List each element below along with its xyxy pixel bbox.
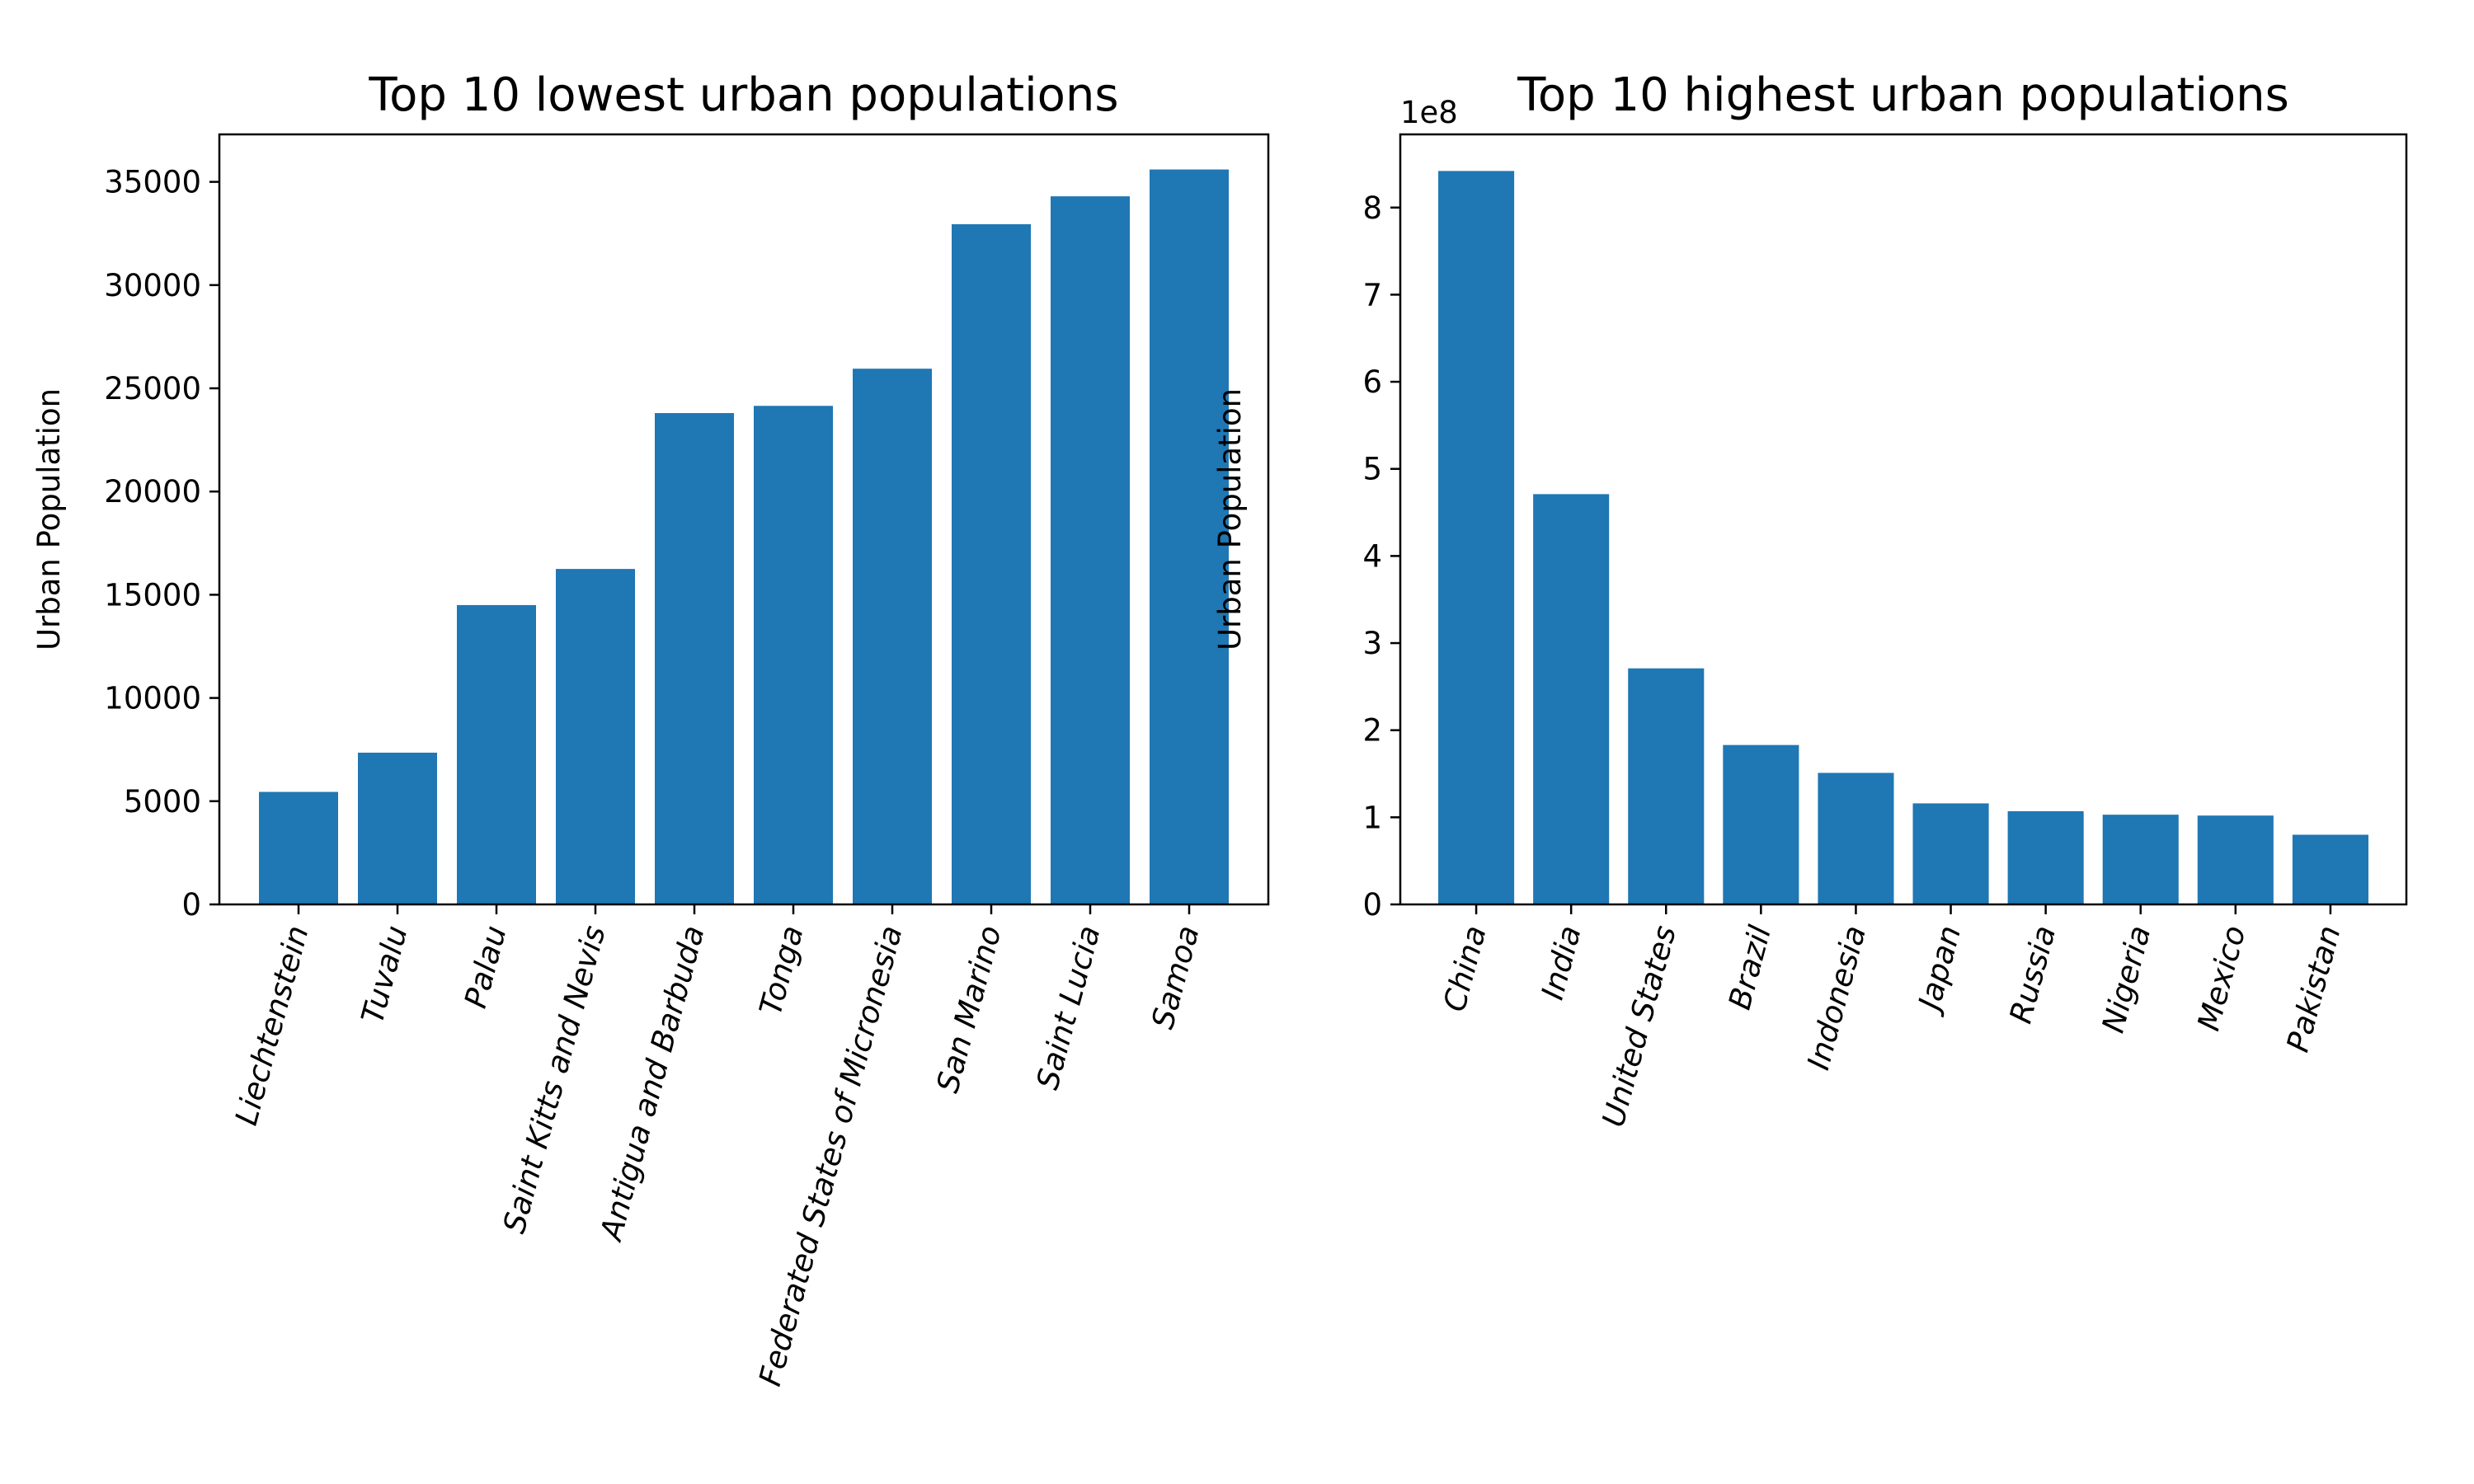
y-tick-label: 8 [1362,190,1382,226]
bar-india [1533,494,1610,904]
x-tick-label: Palau [458,922,514,1012]
y-axis-label: Urban Population [1212,388,1248,650]
y-tick-label: 5 [1362,452,1382,487]
y-tick-label: 0 [181,887,201,923]
x-tick-label: Mexico [2190,922,2252,1035]
bar-liechtenstein [259,791,338,904]
x-tick-label: Liechtenstein [228,922,316,1129]
bar-san-marino [952,223,1031,904]
y-tick-label: 6 [1362,364,1382,400]
y-tick-label: 2 [1362,713,1382,749]
bar-japan [1912,803,1989,904]
bar-saint-kitts-and-nevis [556,569,635,904]
x-tick-label: San Marino [929,922,1008,1097]
y-tick-label: 7 [1362,277,1382,312]
chart-lowest: 0 5000 10000 15000 20000 25000 30000 35000 Liech… [31,68,1270,1390]
y-tick-label: 1 [1362,800,1382,835]
bar-samoa [1150,169,1229,904]
y-tick-label: 3 [1362,626,1382,661]
x-tick-label: India [1535,922,1588,1003]
chart-title: Top 10 lowest urban populations [368,68,1118,122]
bar-pakistan [2292,834,2368,904]
bar-tuvalu [358,752,437,904]
bar-nigeria [2102,815,2179,904]
y-tick-label: 4 [1362,538,1382,574]
chart-highest: 0 1 2 3 4 5 6 7 8 China India United States Brazil In… [1212,68,2408,1130]
y-tick-label: 15000 [104,577,201,613]
x-tick-label: China [1437,922,1493,1015]
x-tick-label: Nigeria [2095,922,2158,1036]
x-tick-label: Samoa [1145,922,1206,1032]
bar-palau [457,604,536,904]
bar-antigua-and-barbuda [655,413,734,904]
y-tick-label: 25000 [104,371,201,406]
axes-frame [218,133,1270,906]
bar-indonesia [1818,773,1894,904]
y-tick-label: 20000 [104,474,201,510]
bar-mexico [2197,815,2274,904]
x-tick-label: United States [1596,922,1683,1130]
y-axis-offset-label: 1e8 [1400,95,1458,130]
chart-title: Top 10 highest urban populations [1517,68,2289,122]
x-tick-label: Japan [1910,922,1968,1019]
y-tick-label: 10000 [104,681,201,716]
x-tick-label: Russia [2003,922,2063,1027]
x-tick-label: Tonga [753,922,811,1019]
bar-china [1438,171,1515,904]
y-tick-label: 35000 [104,165,201,200]
x-tick-label: Pakistan [2280,922,2348,1055]
bar-russia [2007,810,2084,904]
bar-federated-states-of-micronesia [853,369,932,905]
x-tick-label: Saint Kitts and Nevis [496,922,613,1237]
x-tick-label: Indonesia [1800,922,1873,1073]
x-tick-label: Brazil [1722,922,1778,1014]
axes-frame [1399,133,2408,906]
y-tick-label: 5000 [124,784,201,819]
x-tick-label: Saint Lucia [1029,922,1107,1093]
y-tick-label: 0 [1362,887,1382,923]
bar-tonga [754,406,833,904]
y-axis-label: Urban Population [31,388,67,650]
bar-brazil [1723,744,1799,904]
x-tick-label: Tuvalu [355,922,415,1027]
y-tick-label: 30000 [104,268,201,303]
bar-united-states [1628,668,1705,904]
x-tick-label: Antigua and Barbuda [593,922,712,1245]
bar-saint-lucia [1051,196,1130,904]
